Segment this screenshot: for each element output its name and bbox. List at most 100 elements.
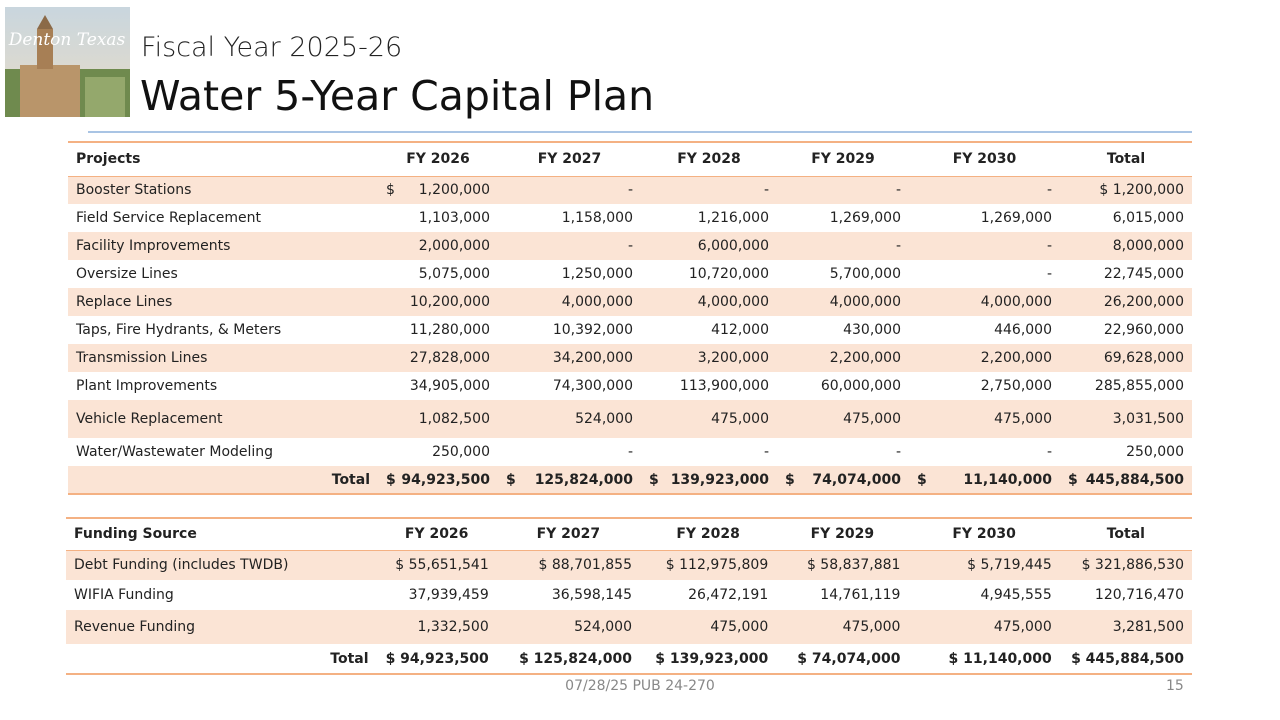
- cell: $ 445,884,500: [1059, 644, 1192, 675]
- page-number: 15: [1166, 678, 1184, 694]
- currency: $: [917, 471, 927, 488]
- row: Transmission Lines 27,828,000 34,200,000 3,…: [68, 344, 1192, 372]
- row: Plant Improvements 34,905,000 74,300,000 11…: [68, 372, 1192, 400]
- amount: 445,884,500: [1085, 471, 1184, 488]
- cell: $ 58,837,881: [776, 550, 909, 580]
- cell: FY 2030: [909, 141, 1060, 177]
- cell: 10,392,000: [552, 322, 633, 338]
- split-amount: $94,923,500: [386, 472, 490, 488]
- cell: 475,000: [641, 400, 777, 438]
- header-row: Funding Source FY 2026 FY 2027 FY 2028 FY 20…: [66, 517, 1192, 551]
- cell: 1,103,000: [418, 210, 490, 226]
- cell: 34,200,000: [498, 344, 641, 372]
- subtitle: Fiscal Year 2025-26: [141, 32, 403, 63]
- cell: $ 125,824,000: [496, 644, 640, 675]
- cell: Projects: [68, 141, 378, 177]
- cell: 3,200,000: [641, 344, 777, 372]
- row: Taps, Fire Hydrants, & Meters 11,280,000 1…: [68, 316, 1192, 344]
- amount: 139,923,000: [670, 471, 769, 488]
- cell: 22,960,000: [1103, 322, 1184, 338]
- cell: Vehicle Replacement: [68, 400, 378, 438]
- cell: FY 2026: [376, 517, 497, 551]
- cell: $445,884,500: [1060, 466, 1192, 495]
- currency: $: [1068, 471, 1078, 488]
- cell: 446,000: [994, 322, 1052, 338]
- cell: Field Service Replacement: [76, 210, 261, 226]
- title: Water 5-Year Capital Plan: [140, 72, 655, 120]
- cell: $74,074,000: [777, 466, 909, 495]
- split-amount: $445,884,500: [1068, 472, 1184, 488]
- cell: FY 2029: [777, 141, 909, 177]
- currency: $: [785, 471, 795, 488]
- split-amount: $125,824,000: [506, 472, 633, 488]
- cell: 524,000: [498, 400, 641, 438]
- cell: 4,000,000: [498, 288, 641, 316]
- row: Facility Improvements 2,000,000-6,000,000…: [68, 232, 1192, 260]
- cell: 120,716,470: [1094, 587, 1184, 603]
- cell: $139,923,000: [641, 466, 777, 495]
- cell: Taps, Fire Hydrants, & Meters: [76, 322, 282, 338]
- total-row: Total $ 94,923,500 $ 125,824,000 $ 139,923,…: [66, 644, 1192, 675]
- cell: Replace Lines: [68, 288, 378, 316]
- cell: $ 11,140,000: [908, 644, 1060, 675]
- cell: 430,000: [843, 322, 901, 338]
- cell: Funding Source: [66, 517, 377, 551]
- cell: 26,472,191: [688, 587, 769, 603]
- cell: $ 112,975,809: [640, 550, 777, 580]
- cell: 6,015,000: [1112, 210, 1184, 226]
- row: Replace Lines 10,200,000 4,000,000 4,000,00…: [68, 288, 1192, 316]
- projects-table: Projects FY 2026 FY 2027 FY 2028 FY 2029 FY 2…: [68, 141, 1192, 495]
- cell: 34,905,000: [409, 378, 490, 394]
- cell: -: [777, 232, 909, 260]
- amount: 94,923,500: [401, 471, 490, 488]
- cell: FY 2028: [640, 517, 777, 551]
- row: WIFIA Funding 37,939,459 36,598,145 26,472,…: [66, 580, 1192, 610]
- cell: 1,332,500: [376, 610, 497, 644]
- cell: -: [763, 444, 769, 460]
- cell: -: [777, 176, 909, 204]
- cell: $ 55,651,541: [376, 550, 497, 580]
- footer-note: 07/28/25 PUB 24-270: [565, 678, 715, 694]
- cell: 285,855,000: [1094, 378, 1184, 394]
- cell: 10,200,000: [378, 288, 498, 316]
- cell: 475,000: [909, 400, 1060, 438]
- cell: Water/Wastewater Modeling: [76, 444, 274, 460]
- cell: -: [909, 232, 1060, 260]
- cell: Booster Stations: [68, 176, 378, 204]
- amount: 74,074,000: [812, 471, 901, 488]
- cell: 524,000: [496, 610, 640, 644]
- cell: Debt Funding (includes TWDB): [66, 550, 377, 580]
- cell: $1,200,000: [378, 176, 498, 204]
- cell: -: [498, 232, 641, 260]
- cell: 60,000,000: [820, 378, 901, 394]
- cell: 3,281,500: [1059, 610, 1192, 644]
- cell: 113,900,000: [679, 378, 769, 394]
- cell: FY 2030: [908, 517, 1060, 551]
- cell: 69,628,000: [1060, 344, 1192, 372]
- cell: $ 88,701,855: [496, 550, 640, 580]
- cell: $ 74,074,000: [776, 644, 909, 675]
- cell: 5,075,000: [418, 266, 490, 282]
- cell: 475,000: [908, 610, 1060, 644]
- cell: $94,923,500: [378, 466, 498, 495]
- logo: Denton Texas: [5, 7, 130, 117]
- cell: 4,000,000: [909, 288, 1060, 316]
- funding-table: Funding Source FY 2026 FY 2027 FY 2028 FY 20…: [66, 517, 1192, 675]
- cell: -: [909, 176, 1060, 204]
- cell: 412,000: [711, 322, 769, 338]
- cell: $ 94,923,500: [376, 644, 497, 675]
- cell: 27,828,000: [378, 344, 498, 372]
- divider: [88, 131, 1192, 133]
- cell: 2,750,000: [980, 378, 1052, 394]
- split-amount: $1,200,000: [386, 182, 490, 198]
- cell: Transmission Lines: [68, 344, 378, 372]
- cell: 475,000: [776, 610, 909, 644]
- cell: 10,720,000: [688, 266, 769, 282]
- header-row: Projects FY 2026 FY 2027 FY 2028 FY 2029 FY 2…: [68, 141, 1192, 177]
- currency: $: [649, 471, 659, 488]
- cell: 22,745,000: [1103, 266, 1184, 282]
- cell: 6,000,000: [641, 232, 777, 260]
- cell: Total: [68, 466, 378, 495]
- cell: $ 5,719,445: [908, 550, 1060, 580]
